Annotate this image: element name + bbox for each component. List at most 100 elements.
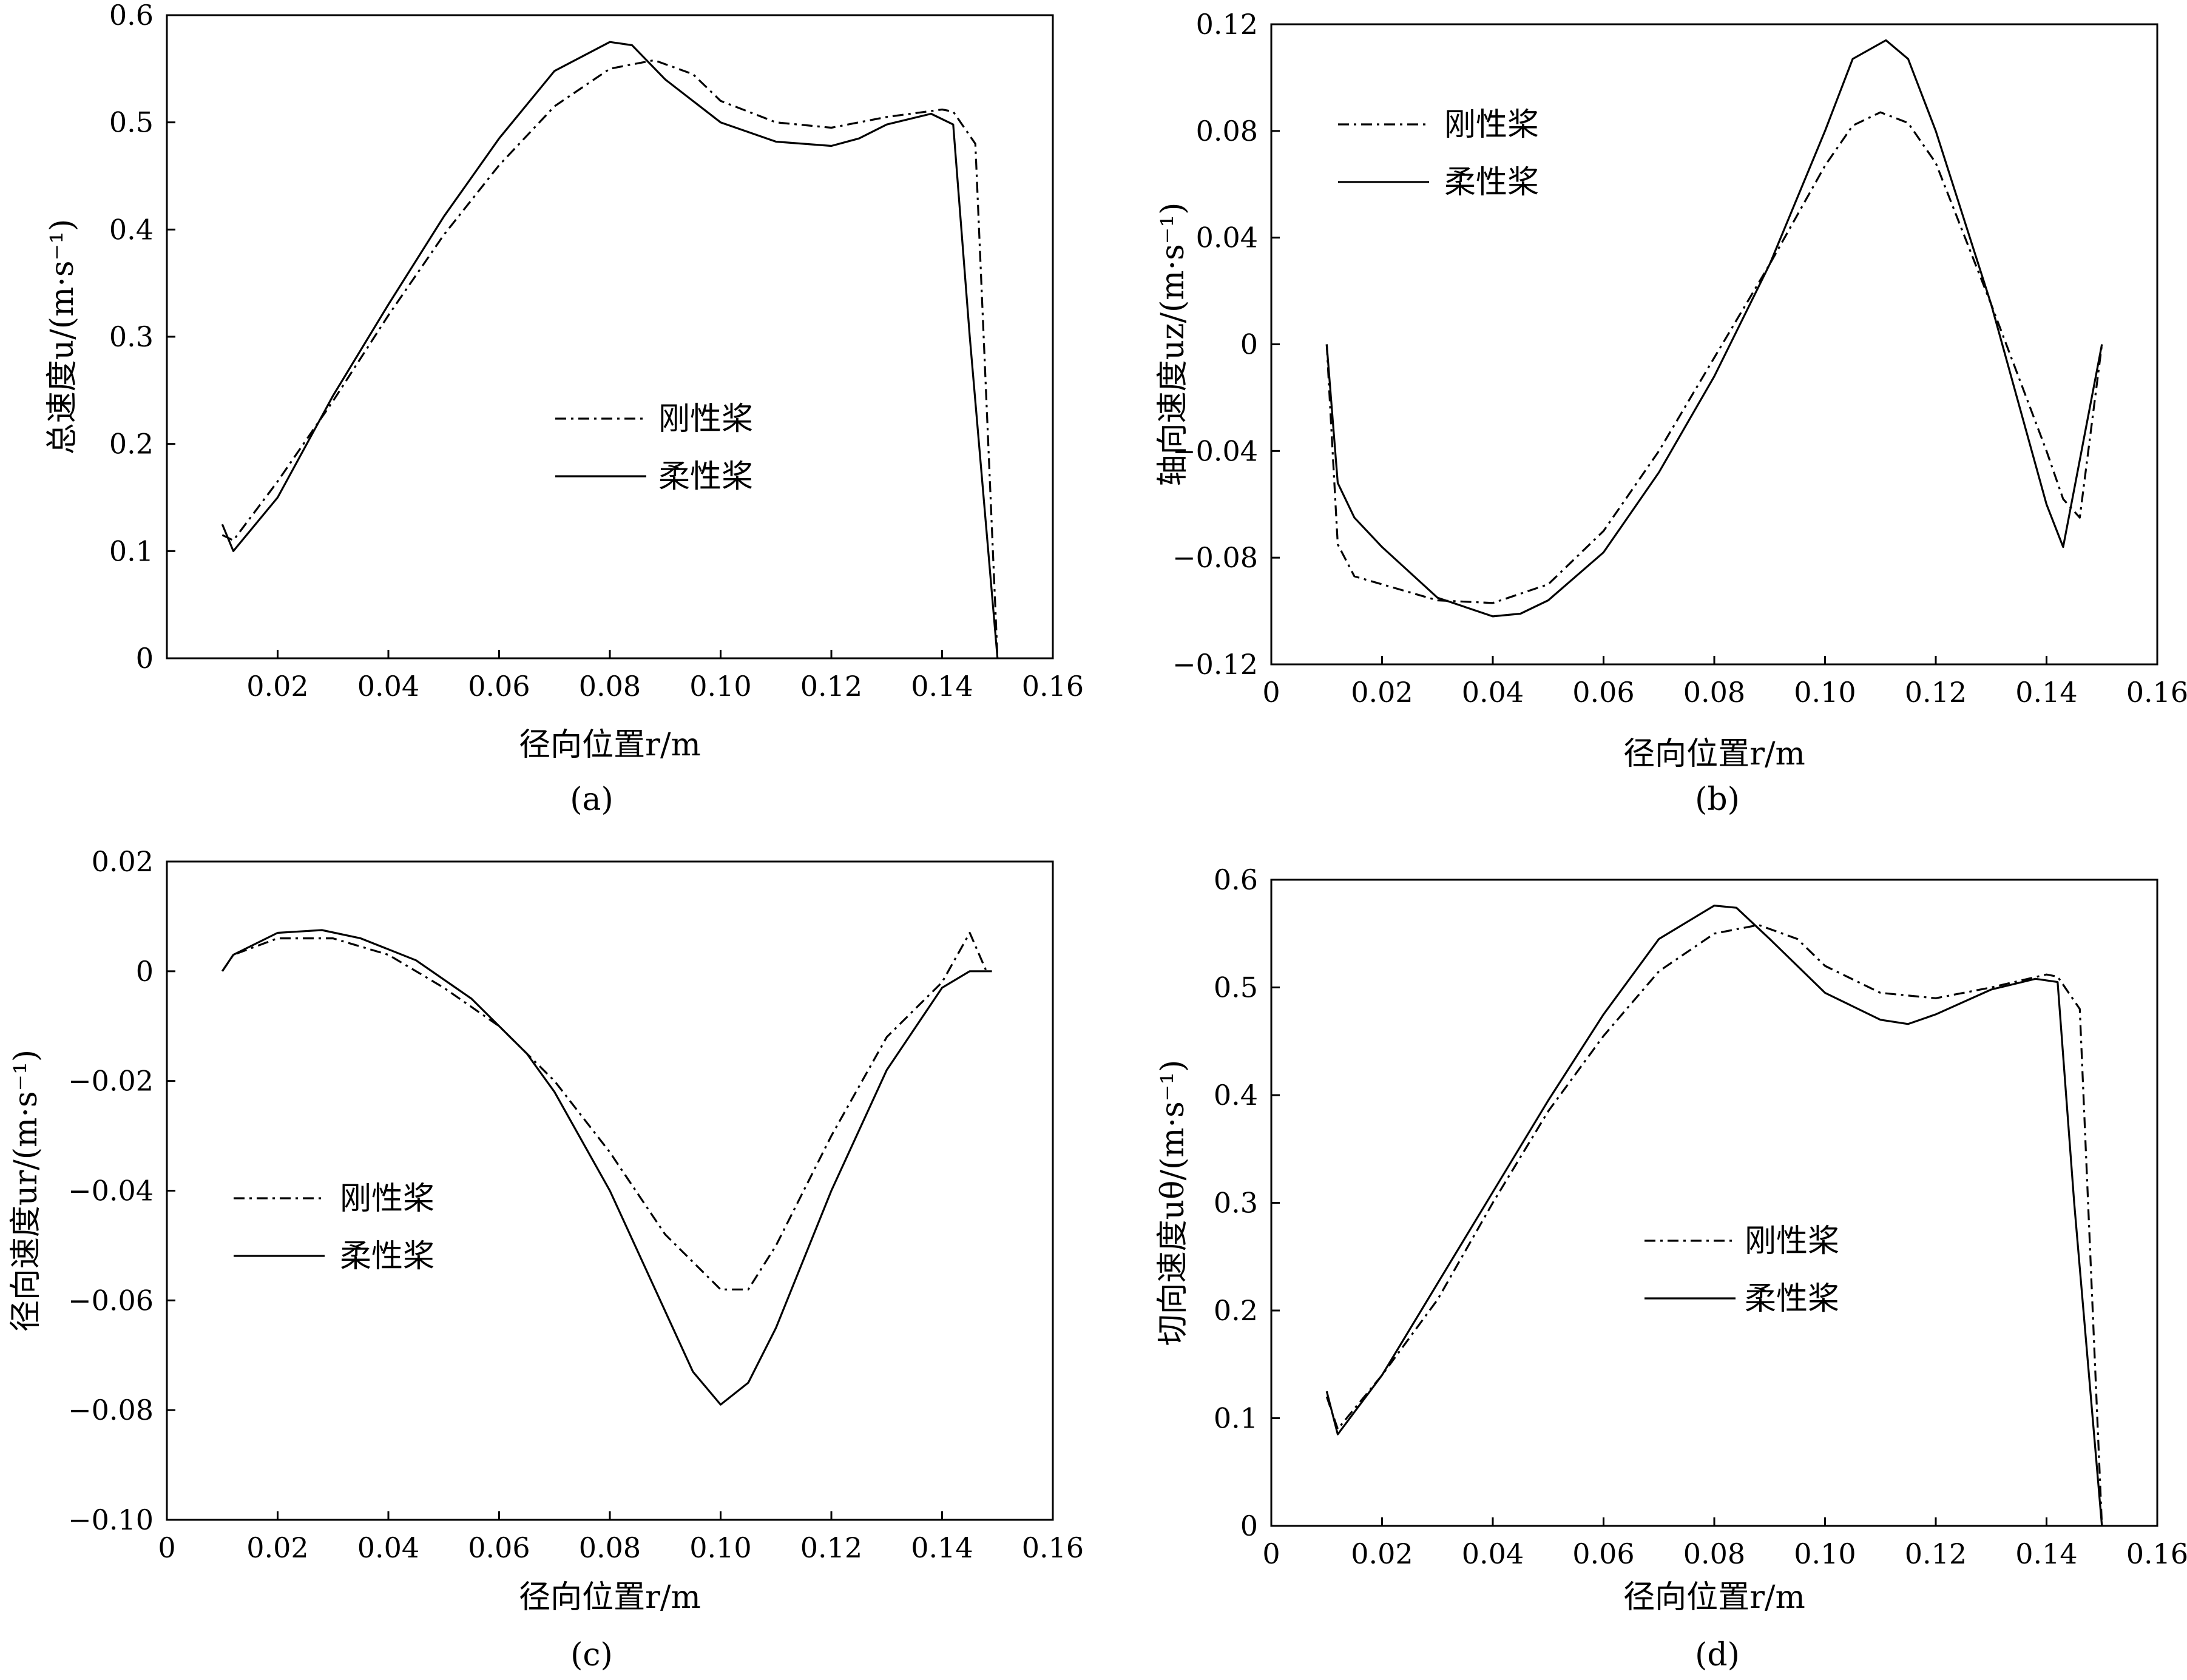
y-tick-label: 0.6 — [1214, 863, 1258, 896]
x-tick-label: 0.16 — [2126, 1537, 2187, 1570]
legend-label-rigid: 刚性桨 — [658, 401, 753, 437]
y-tick-label: 0.1 — [109, 535, 154, 567]
x-tick-label: 0.10 — [689, 670, 751, 703]
y-tick-label: 0.6 — [109, 0, 154, 32]
y-tick-label: −0.04 — [1172, 434, 1258, 467]
x-tick-label: 0.06 — [468, 670, 530, 703]
y-tick-label: 0.5 — [109, 106, 154, 139]
legend-label-flexible: 柔性桨 — [658, 459, 753, 495]
x-tick-label: 0 — [1262, 1537, 1280, 1570]
x-tick-label: 0.02 — [246, 670, 308, 703]
series-line-rigid — [1325, 923, 2103, 1527]
y-tick-label: 0.02 — [92, 845, 154, 878]
x-tick-label: 0.16 — [1022, 1531, 1084, 1564]
x-tick-label: 0.10 — [1794, 1537, 1856, 1570]
legend-label-flexible: 柔性桨 — [1444, 164, 1539, 201]
x-tick-label: 0.16 — [2126, 676, 2187, 709]
plot-frame-d — [1270, 879, 2158, 1527]
x-tick-label: 0.06 — [1572, 676, 1634, 709]
y-axis-label: 径向速度ur/(m·s⁻¹) — [8, 1050, 44, 1332]
x-tick-label: 0.08 — [1683, 676, 1745, 709]
y-tick-label: −0.02 — [68, 1065, 154, 1098]
x-tick-label: 0.08 — [579, 1531, 641, 1564]
x-axis-label: 径向位置r/m — [1623, 736, 1805, 772]
y-tick-label: 0 — [1240, 328, 1258, 361]
y-tick-label: 0.04 — [1196, 221, 1258, 254]
y-tick-label: −0.10 — [68, 1503, 154, 1536]
x-axis-label: 径向位置r/m — [1623, 1579, 1805, 1616]
series-line-rigid — [1325, 111, 2103, 604]
y-tick-label: −0.08 — [1172, 541, 1258, 574]
series-line-flexible — [221, 929, 992, 1406]
panel-caption: (b) — [1695, 781, 1740, 818]
x-tick-label: 0.08 — [1683, 1537, 1745, 1570]
panel-caption: (c) — [570, 1637, 613, 1673]
panel-b: 0 0.02 0.04 0.06 0.08 0.10 0.12 0.14 0.16 −0.12 −0… — [1155, 8, 2187, 818]
x-tick-label: 0.10 — [689, 1531, 751, 1564]
legend-label-flexible: 柔性桨 — [340, 1238, 434, 1275]
x-tick-label: 0.14 — [2015, 1537, 2077, 1570]
x-tick-label: 0.08 — [579, 670, 641, 703]
y-tick-label: 0.12 — [1196, 8, 1258, 41]
x-tick-label: 0.14 — [911, 1531, 973, 1564]
y-tick-label: 0 — [136, 955, 154, 988]
x-axis-label: 径向位置r/m — [519, 727, 701, 763]
series-line-rigid — [221, 59, 999, 659]
legend-label-rigid: 刚性桨 — [1745, 1223, 1839, 1260]
y-tick-label: −0.08 — [68, 1394, 154, 1426]
y-axis-label: 总速度u/(m·s⁻¹) — [44, 219, 81, 454]
y-tick-label: 0.4 — [109, 213, 154, 246]
x-tick-label: 0.14 — [2015, 676, 2077, 709]
y-axis-label: 轴向速度uz/(m·s⁻¹) — [1155, 203, 1191, 487]
series-line-flexible — [1325, 39, 2103, 618]
x-tick-label: 0.12 — [1905, 1537, 1967, 1570]
panel-caption: (a) — [570, 781, 614, 818]
x-tick-label: 0.04 — [1462, 1537, 1524, 1570]
y-tick-label: 0.2 — [109, 428, 154, 460]
panel-d: 0 0.02 0.04 0.06 0.08 0.10 0.12 0.14 0.16 0 0.1 0.2… — [1155, 863, 2187, 1673]
panel-c: 0 0.02 0.04 0.06 0.08 0.10 0.12 0.14 0.16 −0.10 −0… — [8, 845, 1084, 1673]
legend-label-rigid: 刚性桨 — [1444, 107, 1539, 143]
panel-caption: (d) — [1695, 1637, 1740, 1673]
legend-label-rigid: 刚性桨 — [340, 1181, 434, 1217]
y-tick-label: 0.3 — [1214, 1187, 1258, 1220]
legend-label-flexible: 柔性桨 — [1745, 1281, 1839, 1317]
origin-label: 0 — [136, 642, 154, 675]
x-tick-label: 0.04 — [357, 1531, 419, 1564]
x-tick-label: 0.02 — [1351, 1537, 1413, 1570]
y-tick-label: 0 — [1240, 1510, 1258, 1542]
y-tick-label: −0.04 — [68, 1175, 154, 1207]
x-tick-label: 0.16 — [1022, 670, 1084, 703]
x-tick-label: 0.06 — [1572, 1537, 1634, 1570]
panel-a: 0.02 0.04 0.06 0.08 0.10 0.12 0.14 0.16 0 0.1 0.2 0… — [44, 0, 1084, 818]
x-axis-label: 径向位置r/m — [519, 1579, 701, 1616]
series-line-flexible — [221, 41, 999, 659]
y-tick-label: 0.1 — [1214, 1402, 1258, 1435]
y-axis-label: 切向速度uθ/(m·s⁻¹) — [1155, 1060, 1191, 1346]
x-tick-label: 0.12 — [1905, 676, 1967, 709]
x-tick-label: 0.04 — [1462, 676, 1524, 709]
x-tick-label: 0 — [1262, 676, 1280, 709]
y-tick-label: −0.12 — [1172, 648, 1258, 681]
x-tick-label: 0.02 — [1351, 676, 1413, 709]
series-line-flexible — [1325, 904, 2103, 1527]
x-tick-label: 0.06 — [468, 1531, 530, 1564]
x-tick-label: 0.14 — [911, 670, 973, 703]
y-tick-label: −0.06 — [68, 1284, 154, 1317]
x-tick-label: 0 — [158, 1531, 175, 1564]
x-tick-label: 0.04 — [357, 670, 419, 703]
x-tick-label: 0.02 — [246, 1531, 308, 1564]
x-tick-label: 0.10 — [1794, 676, 1856, 709]
y-tick-label: 0 — [136, 642, 154, 675]
y-tick-label: 0.08 — [1196, 115, 1258, 147]
x-tick-label: 0.12 — [800, 1531, 862, 1564]
series-line-rigid — [221, 931, 987, 1290]
x-tick-label: 0.12 — [800, 670, 862, 703]
y-tick-label: 0.4 — [1214, 1079, 1258, 1112]
y-tick-label: 0.2 — [1214, 1294, 1258, 1327]
y-tick-label: 0.3 — [109, 320, 154, 353]
